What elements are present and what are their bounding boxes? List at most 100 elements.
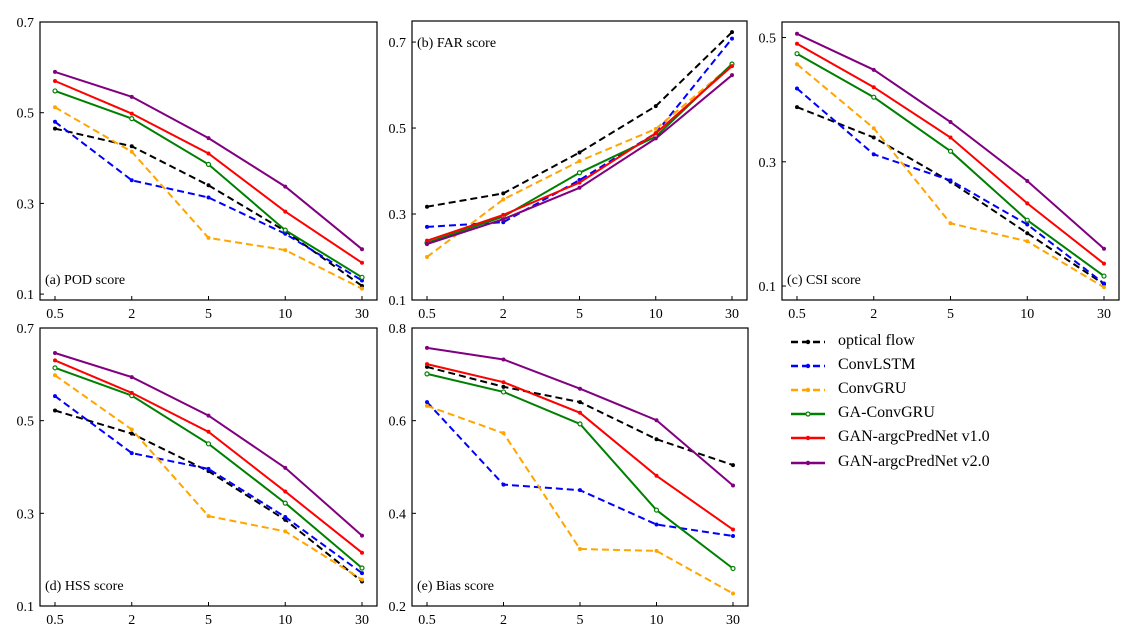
- data-point: [731, 534, 735, 539]
- data-point: [500, 389, 507, 395]
- data-point: [359, 274, 365, 280]
- data-point: [205, 441, 212, 447]
- series-line-optical-flow: [426, 31, 733, 208]
- x-tick-label: 30: [355, 307, 369, 322]
- data-point: [730, 36, 734, 41]
- series-line-gan-argcprednet-v2-0: [796, 32, 1105, 250]
- data-point: [653, 131, 658, 136]
- data-point: [425, 204, 429, 209]
- y-tick-label: 0.1: [389, 294, 407, 309]
- data-point: [1101, 273, 1107, 279]
- data-point: [129, 451, 134, 456]
- legend-marker: [805, 460, 811, 466]
- data-point: [359, 565, 365, 571]
- panel-title: (a) POD score: [45, 273, 125, 288]
- data-point: [1025, 179, 1030, 184]
- y-tick-label: 0.5: [389, 122, 407, 137]
- legend-marker: [805, 411, 811, 417]
- y-tick-label: 0.1: [17, 288, 35, 303]
- data-point: [53, 78, 57, 83]
- data-point: [501, 380, 506, 385]
- y-tick-label: 0.7: [17, 16, 35, 31]
- data-point: [654, 418, 659, 423]
- data-point: [425, 400, 429, 405]
- data-point: [1025, 201, 1030, 206]
- data-point: [1102, 285, 1106, 290]
- x-tick-label: 30: [1097, 307, 1111, 322]
- data-point: [653, 126, 658, 131]
- legend-item: GAN-argcPredNet v2.0: [788, 452, 1028, 474]
- y-tick-label: 0.3: [17, 507, 35, 522]
- y-tick-label: 0.5: [759, 32, 777, 47]
- data-point: [730, 64, 734, 69]
- data-point: [129, 375, 134, 380]
- data-point: [731, 527, 735, 532]
- data-point: [206, 183, 211, 188]
- data-point: [654, 522, 659, 527]
- data-point: [283, 529, 288, 534]
- x-tick-label: 10: [649, 307, 663, 322]
- data-point: [53, 119, 57, 124]
- x-tick-label: 10: [1020, 307, 1034, 322]
- data-point: [282, 500, 288, 506]
- x-tick-label: 30: [725, 307, 739, 322]
- data-point: [794, 51, 800, 57]
- series-line-gan-argcprednet-v1-0: [54, 359, 363, 554]
- legend-swatch-1: [791, 363, 825, 369]
- data-point: [1025, 231, 1030, 236]
- data-point: [948, 135, 953, 140]
- data-point: [360, 247, 364, 252]
- data-point: [206, 514, 211, 519]
- data-point: [501, 212, 506, 217]
- legend-label: optical flow: [838, 332, 915, 349]
- data-point: [871, 126, 876, 131]
- x-tick-label: 10: [278, 613, 292, 628]
- y-tick-label: 0.7: [389, 36, 407, 51]
- data-point: [52, 365, 58, 371]
- panel-title: (c) CSI score: [787, 273, 861, 288]
- data-point: [206, 413, 211, 418]
- bias-panel: 0.2 0.4 0.6 0.8 0.5 2 5 10 30 (e) Bias score: [389, 322, 749, 628]
- x-tick-label: 0.5: [46, 307, 64, 322]
- data-point: [206, 466, 211, 471]
- y-tick-label: 0.4: [389, 507, 407, 522]
- y-tick-label: 0.7: [17, 322, 35, 337]
- data-point: [795, 86, 799, 91]
- data-point: [283, 465, 288, 470]
- data-point: [53, 408, 57, 413]
- legend-marker: [805, 339, 811, 345]
- x-tick-label: 5: [576, 307, 583, 322]
- data-point: [425, 403, 429, 408]
- data-point: [206, 235, 211, 240]
- data-point: [360, 260, 364, 265]
- data-point: [654, 473, 659, 478]
- data-point: [360, 286, 364, 291]
- data-point: [425, 242, 429, 247]
- data-point: [206, 136, 211, 141]
- data-point: [871, 152, 876, 157]
- data-point: [578, 488, 582, 493]
- series-line-gan-argcprednet-v2-0: [54, 70, 363, 250]
- series-line-convlstm: [54, 395, 363, 574]
- x-tick-label: 5: [205, 613, 212, 628]
- legend-marker: [805, 387, 811, 393]
- data-point: [1024, 217, 1030, 223]
- data-point: [129, 115, 135, 122]
- data-point: [578, 400, 582, 405]
- data-point: [947, 148, 954, 154]
- legend-label: ConvLSTM: [838, 356, 916, 373]
- data-point: [795, 62, 799, 67]
- data-point: [1102, 281, 1106, 286]
- legend-label: GAN-argcPredNet v2.0: [838, 453, 990, 470]
- series-line-ga-convgru: [796, 52, 1105, 277]
- data-point: [53, 105, 57, 110]
- panel-title: (d) HSS score: [45, 579, 124, 594]
- data-point: [795, 41, 799, 46]
- csi-panel: 0.1 0.3 0.5 0.5 2 5 10 30 (c) CSI score: [759, 21, 1120, 322]
- data-point: [360, 533, 364, 538]
- legend-item: ConvGRU: [788, 379, 1028, 401]
- legend-label: ConvGRU: [838, 380, 907, 397]
- y-tick-label: 0.6: [389, 415, 407, 430]
- data-point: [578, 547, 582, 552]
- x-tick-label: 5: [947, 307, 954, 322]
